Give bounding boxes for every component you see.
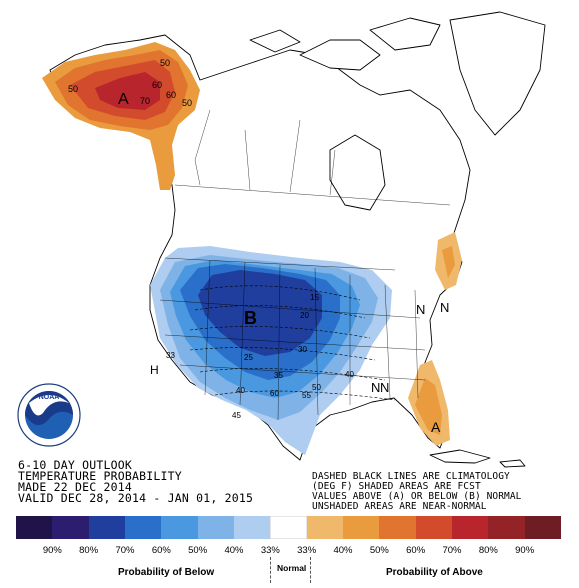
legend-swatch <box>342 516 380 539</box>
normal-label: Normal <box>277 563 307 573</box>
legend-tick-label: 70% <box>115 545 135 556</box>
legend-swatch <box>488 516 525 539</box>
contour-label: 60 <box>152 80 162 90</box>
normal-label-1: N <box>416 302 425 317</box>
noaa-logo-text: NOAA <box>39 394 60 401</box>
made-date: MADE 22 DEC 2014 <box>18 480 132 494</box>
noaa-logo: NOAA <box>17 383 81 447</box>
contour-label: 55 <box>302 391 311 400</box>
contour-label: 25 <box>244 353 253 362</box>
hudson-bay <box>329 134 386 211</box>
legend-tick-label: 50% <box>188 545 208 556</box>
cuba <box>429 449 491 464</box>
contour-label: 35 <box>274 371 283 380</box>
probability-above-label: Probability of Above <box>386 567 483 578</box>
contour-label: 50 <box>312 383 321 392</box>
note-line: (DEG F) SHADED AREAS ARE FCST <box>312 481 481 492</box>
legend-tick-label: 60% <box>151 545 171 556</box>
contour-label: 15 <box>310 293 319 302</box>
legend-swatch <box>524 516 561 539</box>
outlook-subtitle: TEMPERATURE PROBABILITY <box>18 469 182 483</box>
above-normal-alaska <box>42 42 200 190</box>
legend-swatch <box>197 516 234 539</box>
arctic-island <box>249 29 301 53</box>
legend-tick-label: 90% <box>515 545 535 556</box>
arctic-island <box>299 39 381 71</box>
contour-label: 33 <box>166 351 175 360</box>
legend-ticks: 90% 80% 70% 60% 50% 40% 33% 33% 40% 50% 60% 70% 80% 9… <box>16 545 561 557</box>
legend-tick-label: 33% <box>297 545 317 556</box>
normal-label-4: N <box>380 380 389 395</box>
legend-swatch <box>415 516 452 539</box>
legend-tick-label: 80% <box>478 545 498 556</box>
legend-tick-label: 50% <box>369 545 389 556</box>
greenland <box>449 11 546 136</box>
below-normal-area <box>150 246 392 455</box>
above-florida-label: A <box>431 419 441 435</box>
legend-swatch <box>233 516 271 539</box>
contour-label: 50 <box>68 84 78 94</box>
note-line: DASHED BLACK LINES ARE CLIMATOLOGY <box>312 471 510 482</box>
normal-divider-left <box>270 557 271 583</box>
legend-swatch <box>306 516 343 539</box>
legend-tick-label: 80% <box>79 545 99 556</box>
contour-label: 60 <box>270 389 279 398</box>
legend-swatch <box>52 516 89 539</box>
legend-tick-label: 33% <box>260 545 280 556</box>
legend-swatch <box>379 516 416 539</box>
outlook-map: B A A N N N N H 50 60 70 60 50 50 15 20 … <box>17 11 546 468</box>
legend-tick-label: 40% <box>224 545 244 556</box>
contour-label: 20 <box>300 311 309 320</box>
normal-divider-right <box>310 557 311 583</box>
valid-dates: VALID DEC 28, 2014 - JAN 01, 2015 <box>18 491 254 505</box>
arctic-island <box>369 17 441 51</box>
contour-label: 30 <box>298 345 307 354</box>
legend-tick-label: 60% <box>406 545 426 556</box>
contour-label: 40 <box>236 386 245 395</box>
contour-label: 70 <box>140 96 150 106</box>
above-alaska-label: A <box>118 91 129 108</box>
contour-label: 60 <box>166 90 176 100</box>
normal-label-3: N <box>371 380 380 395</box>
outlook-title-block: 6-10 DAY OUTLOOK TEMPERATURE PROBABILITY… <box>18 458 254 505</box>
legend-swatch <box>451 516 489 539</box>
contour-label: 50 <box>182 98 192 108</box>
above-normal-east <box>408 232 462 446</box>
outlook-title: 6-10 DAY OUTLOOK <box>18 458 132 472</box>
legend-swatch <box>270 516 307 539</box>
contour-label: 50 <box>160 58 170 68</box>
contour-label: 45 <box>232 411 241 420</box>
legend-notes: DASHED BLACK LINES ARE CLIMATOLOGY (DEG … <box>312 472 522 512</box>
normal-label-2: N <box>440 300 449 315</box>
hispaniola <box>499 459 526 468</box>
contour-label: 40 <box>345 370 354 379</box>
probability-legend-bar <box>16 516 561 539</box>
below-label: B <box>244 308 257 328</box>
note-line: UNSHADED AREAS ARE NEAR-NORMAL <box>312 501 487 512</box>
probability-below-label: Probability of Below <box>118 567 215 578</box>
legend-tick-label: 70% <box>442 545 462 556</box>
hawaii-label: H <box>150 363 159 377</box>
legend-swatch <box>16 516 53 539</box>
legend-swatch <box>124 516 162 539</box>
legend-tick-label: 90% <box>42 545 62 556</box>
legend-tick-label: 40% <box>333 545 353 556</box>
legend-swatch <box>161 516 198 539</box>
note-line: VALUES ABOVE (A) OR BELOW (B) NORMAL <box>312 491 522 502</box>
legend-swatch <box>88 516 125 539</box>
